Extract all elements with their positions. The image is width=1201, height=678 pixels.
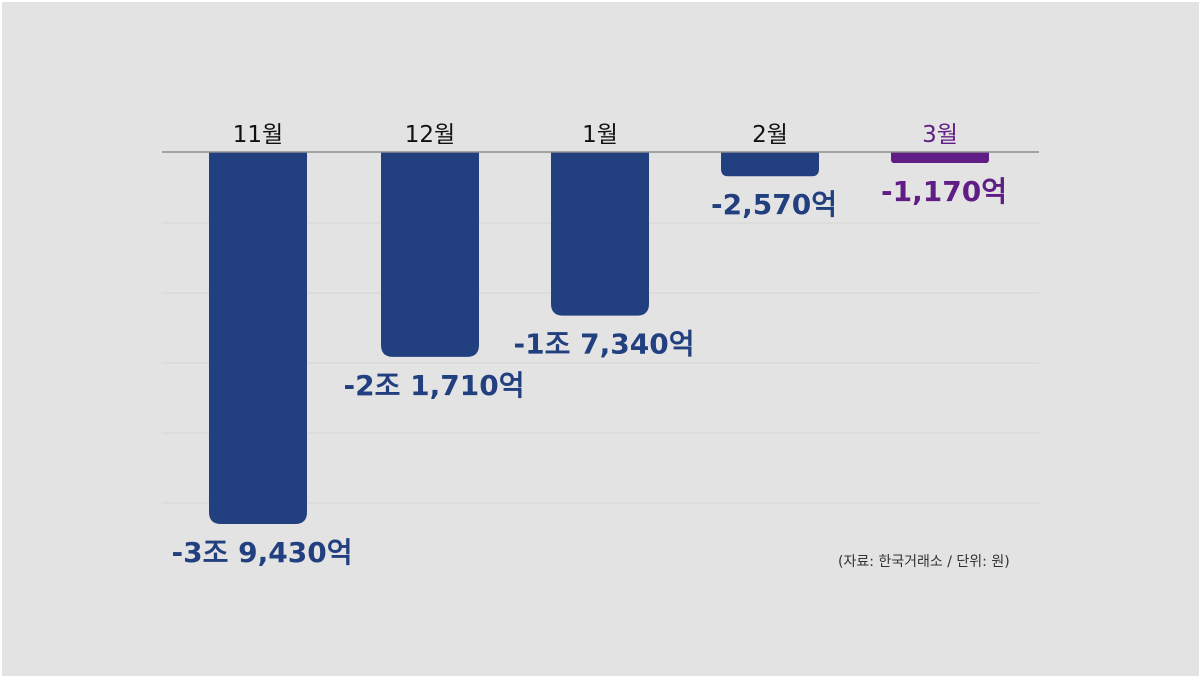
value-label-4: -2,570억 [711, 188, 837, 221]
value-label-5: -1,170억 [881, 175, 1007, 208]
value-labels: -3조 9,430억 -2조 1,710억 -1조 7,340억 -2,570억 -1,… [172, 175, 1007, 569]
bar-2 [381, 152, 479, 357]
value-label-1: -3조 9,430억 [172, 536, 353, 569]
bar-4 [721, 152, 819, 177]
value-label-3: -1조 7,340억 [514, 328, 695, 361]
bar-1 [209, 152, 307, 524]
month-label-3: 1월 [582, 122, 618, 148]
month-label-4: 2월 [752, 122, 788, 148]
bar-5 [891, 152, 989, 164]
month-labels: 11월 12월 1월 2월 3월 [233, 122, 958, 148]
month-label-2: 12월 [405, 122, 455, 148]
month-label-1: 11월 [233, 122, 283, 148]
value-label-2: -2조 1,710억 [344, 369, 525, 402]
bars [209, 152, 989, 524]
month-label-5: 3월 [922, 122, 958, 148]
bar-3 [551, 152, 649, 316]
source-note: (자료: 한국거래소 / 단위: 원) [838, 554, 1010, 570]
